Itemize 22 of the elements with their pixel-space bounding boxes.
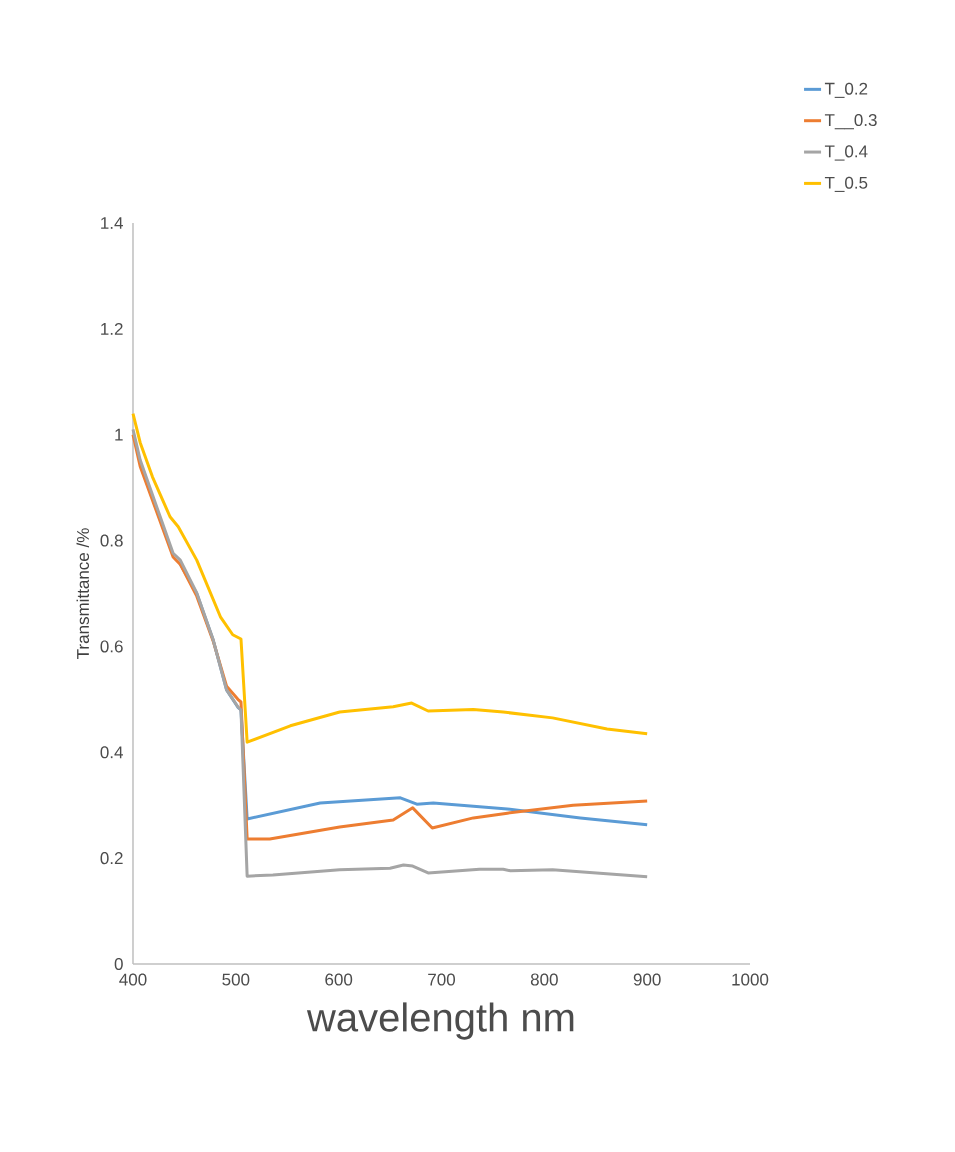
y-tick-label: 1.2 xyxy=(101,322,123,335)
x-tick-label: 800 xyxy=(530,973,558,986)
x-tick-label: 900 xyxy=(633,973,661,986)
y-tick-label: 1.4 xyxy=(101,217,123,229)
y-axis-title: Transmittance /% xyxy=(76,528,90,659)
x-tick-label: 600 xyxy=(325,973,353,986)
legend-label: T_0.4 xyxy=(824,145,868,161)
legend-label: T_0.2 xyxy=(824,82,868,98)
legend-label: T__0.3 xyxy=(824,114,877,130)
x-tick-label: 500 xyxy=(222,973,250,986)
y-tick-label: 0.6 xyxy=(100,640,123,653)
x-tick-label: 700 xyxy=(428,973,456,986)
y-tick-label: 0.2 xyxy=(100,852,123,865)
legend-label: T_0.5 xyxy=(824,176,868,192)
y-tick-label: 0 xyxy=(114,957,123,971)
line-series xyxy=(131,412,649,744)
x-tick-label: 1000 xyxy=(732,973,769,986)
x-tick-label: 400 xyxy=(119,973,147,986)
y-tick-label: 1 xyxy=(115,428,123,441)
y-tick-label: 0.4 xyxy=(100,746,123,759)
y-tick-label: 0.8 xyxy=(100,534,123,547)
x-axis-title: wavelength nm xyxy=(306,1002,574,1040)
